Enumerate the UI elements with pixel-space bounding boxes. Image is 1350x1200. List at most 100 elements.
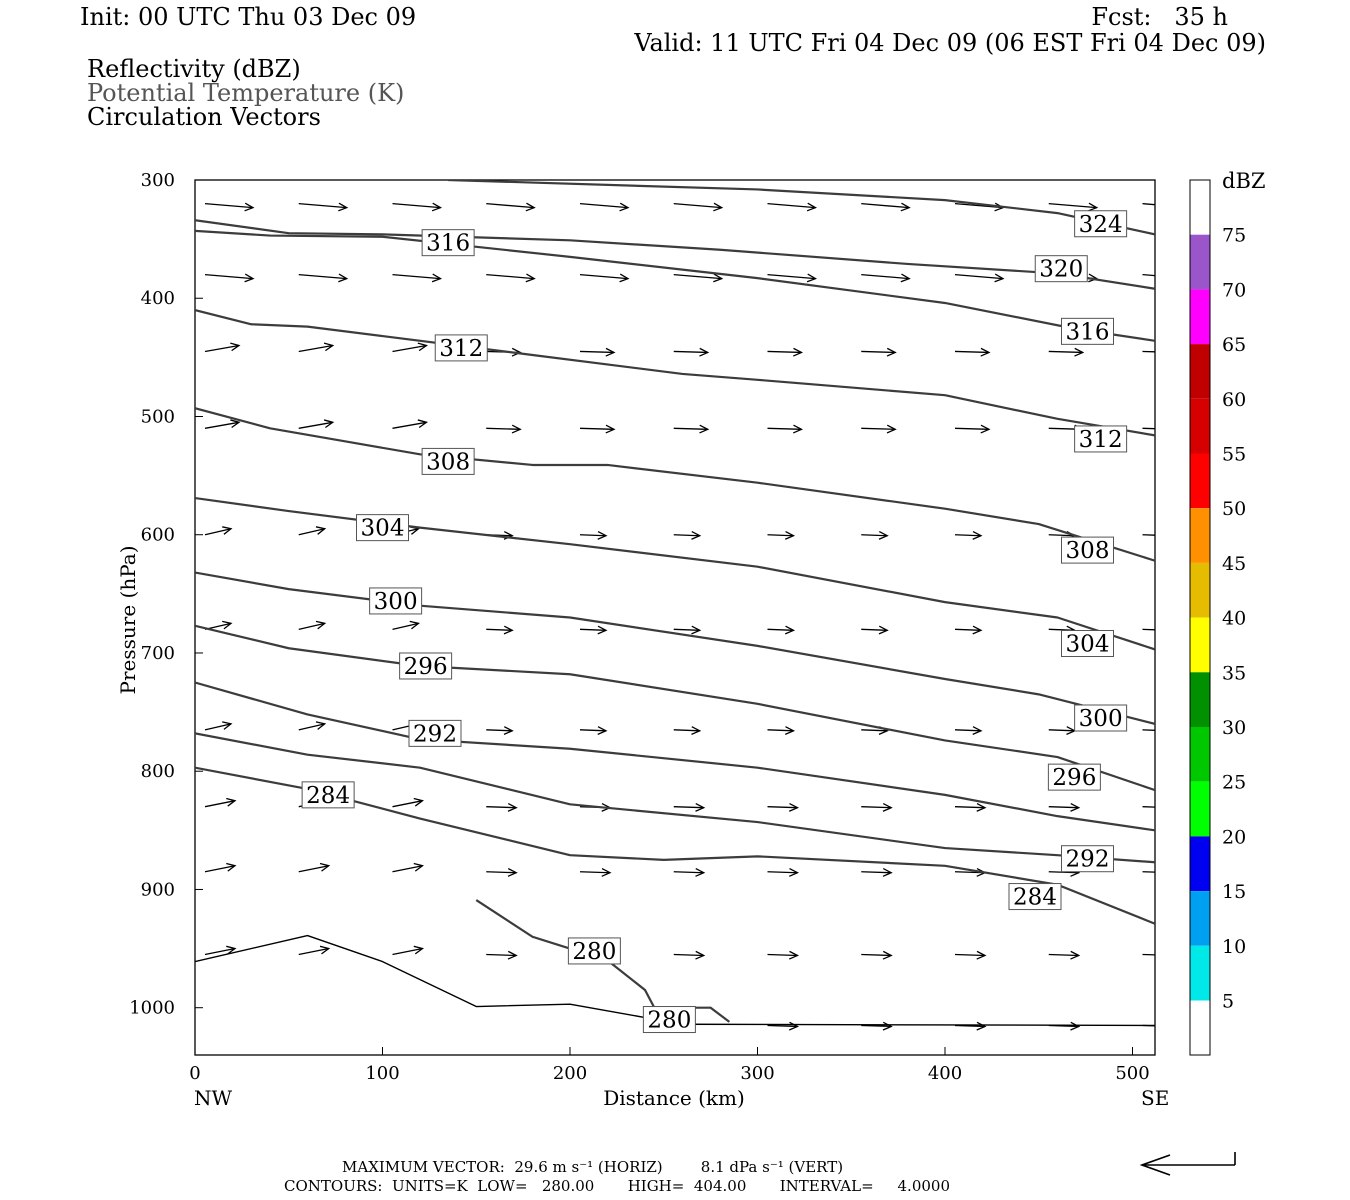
- colorbar-label: 45: [1222, 553, 1246, 575]
- isentrope-308: [195, 407, 1155, 562]
- wind-vector: [1142, 628, 1155, 631]
- contour-label-box: [1061, 845, 1114, 873]
- wind-vector: [673, 350, 708, 354]
- wind-vector-head: [882, 1021, 893, 1031]
- wind-vector-head: [503, 726, 514, 735]
- field-circulation-vectors: Circulation Vectors: [87, 103, 321, 131]
- wind-vector: [298, 723, 325, 731]
- wind-vector-head: [1070, 950, 1081, 960]
- contour-label: 284: [306, 783, 350, 809]
- colorbar-cell: [1190, 234, 1210, 290]
- wind-vector: [1048, 350, 1083, 354]
- wind-vector: [392, 273, 441, 280]
- wind-vector: [767, 871, 798, 874]
- y-tick-label: 800: [141, 761, 175, 782]
- wind-vector-head: [222, 721, 233, 730]
- y-tick-label: 600: [141, 525, 175, 546]
- contour-label: 296: [1052, 765, 1096, 791]
- colorbar-label: 50: [1222, 498, 1246, 520]
- contour-label: 280: [647, 1008, 691, 1034]
- wind-vector-head: [691, 625, 702, 635]
- x-axis-label: Distance (km): [603, 1086, 745, 1110]
- wind-vector-head: [976, 950, 987, 960]
- colorbar-cell: [1190, 508, 1210, 563]
- wind-vector-head: [695, 868, 706, 877]
- wind-vector: [579, 729, 607, 732]
- contour-label: 280: [572, 939, 616, 965]
- wind-vector: [673, 871, 704, 874]
- wind-vector-head: [338, 202, 349, 212]
- plot-frame: [194, 179, 1156, 1056]
- colorbar-label: 70: [1222, 279, 1246, 301]
- contour-label-box: [356, 514, 409, 542]
- isentrope-312: [195, 309, 1155, 437]
- wind-vector-head: [1182, 274, 1190, 282]
- wind-vector-head: [226, 945, 237, 955]
- wind-vector-head: [699, 424, 710, 434]
- wind-vector: [673, 203, 722, 209]
- contour-label: 312: [1079, 427, 1123, 453]
- isentrope-316: [195, 229, 1155, 342]
- isentrope-288: [195, 732, 1155, 864]
- wind-vector: [954, 806, 986, 809]
- wind-vector-head: [1164, 804, 1172, 812]
- isentrope-292: [195, 681, 1155, 832]
- wind-vector-head: [976, 1021, 987, 1031]
- wind-vector-head: [900, 202, 911, 212]
- wind-vector: [1048, 871, 1079, 874]
- wind-vector: [579, 871, 611, 874]
- wind-vector: [861, 806, 892, 809]
- contour-labels: 324 320 316 316 312 312 308 308 304 304 300 300 296 2…: [301, 210, 1128, 1034]
- wind-vector: [1142, 534, 1155, 536]
- wind-vector: [673, 953, 704, 957]
- wind-vector-head: [784, 726, 796, 735]
- x-tick-label: 400: [928, 1063, 962, 1084]
- wind-vector: [1048, 953, 1079, 957]
- wind-vector: [954, 729, 982, 732]
- colorbar-cell: [1190, 398, 1210, 454]
- wind-vector: [767, 203, 816, 209]
- wind-vector-head: [900, 273, 911, 283]
- isentrope-320: [195, 219, 1155, 290]
- wind-vector-head: [1160, 626, 1168, 634]
- wind-vector: [954, 628, 982, 631]
- wind-vector: [1142, 806, 1155, 808]
- wind-vector-head: [507, 868, 518, 877]
- wind-vector-head: [1074, 347, 1085, 357]
- wind-vector-head: [788, 868, 800, 877]
- wind-vector-head: [244, 202, 255, 212]
- wind-vector: [392, 865, 423, 873]
- wind-vector: [861, 953, 892, 957]
- wind-vector-head: [784, 625, 796, 635]
- isentrope-280-branch: [475, 899, 656, 1009]
- wind-vector: [767, 273, 816, 280]
- wind-vector-head: [619, 273, 630, 283]
- x-tick-label: 500: [1115, 1063, 1149, 1084]
- wind-vector-head: [413, 797, 424, 807]
- contour-label: 316: [1066, 319, 1110, 345]
- wind-vector: [767, 953, 798, 957]
- wind-vector-head: [323, 419, 335, 429]
- wind-vector-head: [713, 273, 724, 283]
- wind-vector: [298, 947, 329, 956]
- wind-vector: [1142, 427, 1155, 430]
- wind-vector-head: [409, 620, 420, 630]
- wind-vector: [486, 871, 517, 874]
- wind-vector: [298, 344, 333, 353]
- wind-vector-head: [788, 802, 800, 812]
- contour-label-box: [408, 719, 462, 747]
- colorbar-cell: [1190, 289, 1210, 345]
- x-axis: 0 100 200 300 400 500: [189, 1047, 1150, 1084]
- wind-vector-head: [713, 202, 724, 212]
- colorbar-label: 75: [1222, 225, 1246, 247]
- wind-vector-head: [695, 802, 706, 812]
- wind-vector-head: [319, 945, 331, 955]
- wind-vector: [767, 806, 798, 809]
- wind-vector-head: [882, 950, 893, 960]
- wind-vector: [673, 628, 700, 631]
- contour-label: 300: [374, 589, 418, 615]
- wind-vector-head: [244, 273, 255, 283]
- wind-vector-head: [972, 726, 983, 735]
- isentrope-304: [195, 496, 1155, 651]
- wind-vector: [767, 427, 802, 430]
